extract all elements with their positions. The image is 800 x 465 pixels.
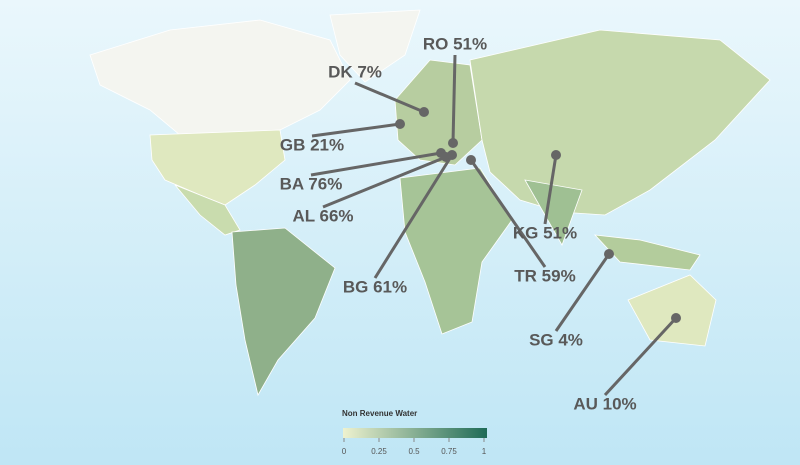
leader-line bbox=[322, 155, 447, 209]
callout-label: BA 76% bbox=[280, 174, 343, 193]
callout-dot bbox=[448, 138, 458, 148]
callouts: RO 51% DK 7% GB 21% BA 76% AL 66% BG 61% TR 59… bbox=[280, 34, 681, 413]
south-america bbox=[231, 227, 336, 397]
legend-tick-label: 1 bbox=[482, 447, 487, 456]
leader-line bbox=[354, 81, 425, 114]
legend-title: Non Revenue Water bbox=[342, 409, 417, 418]
legend-tick-label: 0.25 bbox=[371, 447, 387, 456]
legend-tick-label: 0.75 bbox=[441, 447, 457, 456]
leader-line bbox=[543, 154, 558, 225]
leader-line bbox=[451, 54, 457, 144]
legend-tick-label: 0.5 bbox=[408, 447, 420, 456]
callout-dot bbox=[671, 313, 681, 323]
australia bbox=[627, 274, 717, 347]
callout-label: KG 51% bbox=[513, 223, 577, 242]
leader-line bbox=[311, 122, 401, 138]
callout-dot bbox=[419, 107, 429, 117]
callout-label: DK 7% bbox=[328, 62, 382, 81]
callout-dot bbox=[551, 150, 561, 160]
legend: Non Revenue Water 0 0.25 0.5 0.75 1 bbox=[342, 409, 487, 456]
callout-label: RO 51% bbox=[423, 34, 487, 53]
callout-dot bbox=[466, 155, 476, 165]
callout-dot bbox=[604, 249, 614, 259]
leader-line bbox=[310, 151, 442, 177]
legend-bar bbox=[343, 428, 487, 438]
indonesia bbox=[593, 234, 701, 271]
callout-label: SG 4% bbox=[529, 330, 583, 349]
leader-line bbox=[373, 154, 454, 279]
continents bbox=[89, 9, 771, 397]
callout-label: AL 66% bbox=[292, 206, 353, 225]
callout-label: GB 21% bbox=[280, 135, 344, 154]
callout-label: TR 59% bbox=[514, 266, 575, 285]
callout-label: AU 10% bbox=[573, 394, 636, 413]
asia bbox=[469, 29, 771, 216]
canada bbox=[89, 19, 351, 136]
india bbox=[524, 179, 583, 246]
leader-line bbox=[554, 253, 611, 332]
europe bbox=[394, 59, 483, 166]
leader-line bbox=[469, 159, 547, 268]
callout-dot bbox=[395, 119, 405, 129]
leader-line bbox=[603, 316, 678, 397]
callout-label: BG 61% bbox=[343, 277, 407, 296]
africa bbox=[399, 167, 513, 335]
greenland bbox=[329, 9, 421, 83]
callout-dot bbox=[447, 150, 457, 160]
legend-tick-label: 0 bbox=[342, 447, 347, 456]
